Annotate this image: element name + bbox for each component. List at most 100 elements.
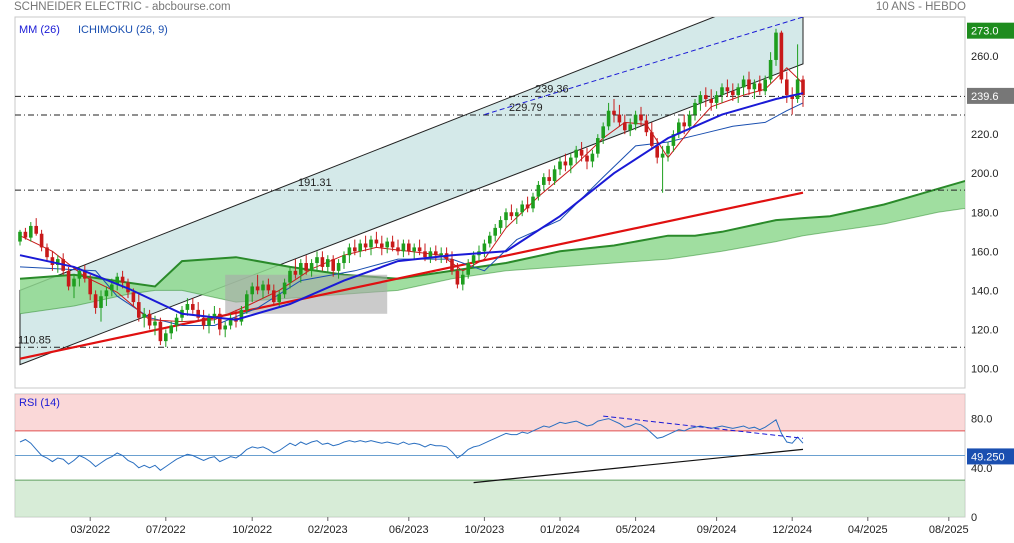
candle-body xyxy=(488,235,492,244)
candle-body xyxy=(347,247,352,256)
candle-body xyxy=(374,239,379,244)
candle-body xyxy=(585,155,589,162)
candle-body xyxy=(795,79,800,100)
candle-body xyxy=(207,317,211,326)
candle-body xyxy=(563,161,568,166)
candle-body xyxy=(493,227,497,236)
price-y-tick: 120.0 xyxy=(971,324,999,336)
rsi-support-line xyxy=(473,448,804,484)
rsi-overbought-zone xyxy=(15,394,965,431)
candle-body xyxy=(790,95,794,100)
candle-body xyxy=(99,296,103,308)
rsi-y-tick: 0 xyxy=(971,512,977,524)
chart-period: 10 ANS - HEBDO xyxy=(875,1,966,13)
cloud-bear-segment xyxy=(225,274,388,314)
candle-body xyxy=(531,196,535,209)
candle-body xyxy=(288,270,292,283)
candle-body xyxy=(255,286,260,291)
candle-body xyxy=(45,247,49,258)
candle-body xyxy=(450,259,454,271)
candle-body xyxy=(628,124,632,131)
candle-body xyxy=(272,290,276,303)
candle-body xyxy=(623,122,627,131)
candle-body xyxy=(417,247,422,252)
candle-body xyxy=(498,220,503,228)
candle-body xyxy=(768,59,773,80)
candle-body xyxy=(801,79,805,96)
candle-body xyxy=(331,259,335,271)
candle-body xyxy=(147,313,152,326)
price-level-label: 191.31 xyxy=(298,177,332,189)
candle-body xyxy=(320,257,325,267)
candle-body xyxy=(353,247,357,252)
candle-body xyxy=(644,120,649,133)
candle-body xyxy=(363,243,368,248)
moving-average-26 xyxy=(19,92,804,321)
candle-body xyxy=(763,79,767,92)
candle-body xyxy=(277,294,281,303)
candle-body xyxy=(56,259,60,265)
rsi-line xyxy=(19,418,804,471)
candle-body xyxy=(720,87,724,96)
candle-body xyxy=(617,114,622,123)
candle-body xyxy=(104,290,109,297)
candle-body xyxy=(515,212,519,217)
candle-body xyxy=(158,321,163,342)
x-tick-label: 08/2025 xyxy=(929,524,969,536)
candle-body xyxy=(509,212,514,217)
x-tick-label: 10/2023 xyxy=(465,524,505,536)
candle-body xyxy=(369,239,373,248)
candle-body xyxy=(461,274,465,285)
candle-body xyxy=(120,276,125,283)
candle-body xyxy=(34,225,38,234)
price-panel xyxy=(14,16,966,389)
rsi-y-tick: 80.0 xyxy=(971,414,992,426)
last-price-tag xyxy=(967,87,1014,104)
candle-body xyxy=(223,325,227,330)
candle-body xyxy=(677,122,681,135)
candle-body xyxy=(612,110,616,115)
candle-body xyxy=(714,95,719,103)
rsi-value-tag xyxy=(967,448,1014,465)
candle-body xyxy=(671,134,676,146)
candle-body xyxy=(579,149,584,156)
candle-body xyxy=(601,126,605,139)
candle-body xyxy=(779,32,784,80)
candle-body xyxy=(142,313,146,318)
candle-body xyxy=(455,270,460,285)
chart-title: SCHNEIDER ELECTRIC - abcbourse.com xyxy=(14,1,231,13)
x-tick-label: 04/2025 xyxy=(848,524,888,536)
candle-body xyxy=(153,321,157,326)
price-y-tick: 200.0 xyxy=(971,168,999,180)
price-level-label: 239.36 xyxy=(535,83,569,95)
x-tick-label: 07/2022 xyxy=(146,524,186,536)
candle-body xyxy=(407,243,411,252)
candle-body xyxy=(174,317,179,326)
price-level-label: 110.85 xyxy=(18,334,51,346)
candle-body xyxy=(326,259,330,267)
rsi-y-tick: 40.0 xyxy=(971,463,992,475)
candle-body xyxy=(228,317,233,326)
rsi-value-label: 49.250 xyxy=(971,451,1005,463)
candle-body xyxy=(785,79,789,96)
candle-body xyxy=(342,255,346,264)
cloud-span-a xyxy=(19,179,965,288)
candle-body xyxy=(639,114,643,121)
candle-body xyxy=(698,95,703,103)
candle-body xyxy=(439,253,443,256)
rsi-label: RSI (14) xyxy=(19,397,60,409)
candle-body xyxy=(731,91,735,96)
candle-body xyxy=(336,263,341,271)
candle-body xyxy=(552,169,557,182)
candle-body xyxy=(650,132,654,146)
legend-ichimoku: ICHIMOKU (26, 9) xyxy=(78,24,168,36)
price-y-tick: 260.0 xyxy=(971,51,999,63)
candle-body xyxy=(525,204,530,209)
candle-body xyxy=(633,114,638,125)
x-tick-label: 10/2022 xyxy=(232,524,272,536)
candle-body xyxy=(72,278,76,287)
candle-body xyxy=(687,114,692,127)
candle-body xyxy=(423,251,427,258)
candle-body xyxy=(396,247,400,252)
candle-body xyxy=(709,99,713,103)
